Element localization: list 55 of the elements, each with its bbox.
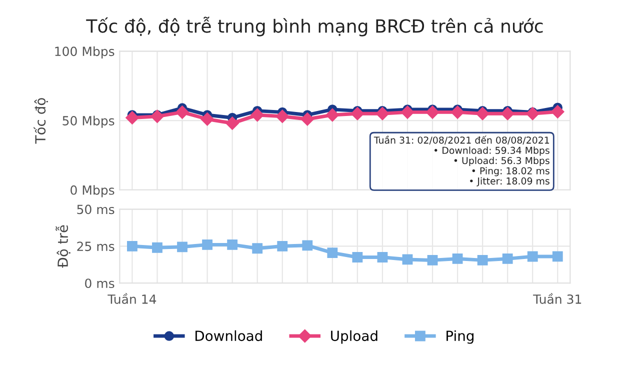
point xyxy=(526,107,540,120)
y-tick-label: 100 Mbps xyxy=(55,46,114,59)
y-tick-label: 25 ms xyxy=(77,242,114,252)
point xyxy=(402,254,413,265)
point xyxy=(202,239,212,250)
point xyxy=(377,252,388,262)
point xyxy=(226,116,239,130)
point xyxy=(426,106,440,119)
point xyxy=(501,107,514,120)
y-tick-label: 50 ms xyxy=(77,204,114,214)
point xyxy=(150,110,164,123)
point xyxy=(177,242,188,252)
point xyxy=(277,240,288,252)
point xyxy=(200,112,214,126)
legend-label: Download xyxy=(196,330,262,342)
point xyxy=(427,254,438,266)
point xyxy=(176,106,189,119)
point xyxy=(227,239,238,250)
point xyxy=(250,108,264,122)
point xyxy=(152,242,162,253)
point xyxy=(452,254,463,264)
point xyxy=(476,107,490,120)
y-axis-title: Tốc độ xyxy=(34,98,48,144)
legend-label: Upload xyxy=(331,330,378,344)
x-tick-label: Tuần 14 xyxy=(108,293,156,304)
y-axis-title: Độ trễ xyxy=(56,225,70,268)
annotation: • Upload: 56.3 Mbps xyxy=(454,156,550,166)
point xyxy=(352,252,363,262)
point xyxy=(552,251,563,262)
annotation: • Ping: 18.02 ms xyxy=(472,167,550,176)
point xyxy=(126,111,139,124)
point xyxy=(300,112,314,126)
point xyxy=(450,106,464,119)
point xyxy=(400,106,414,119)
point xyxy=(376,107,390,120)
chart-title: Tốc độ, độ trễ trung bình mạng BRCĐ trên cả nước xyxy=(86,16,543,36)
point xyxy=(302,240,313,251)
y-tick-label: 0 Mbps xyxy=(70,185,114,198)
point xyxy=(477,254,488,266)
x-tick-label: Tuần 31 xyxy=(533,293,582,304)
annotation: • Jitter: 18.09 ms xyxy=(470,177,550,186)
annotation: • Download: 59.34 Mbps xyxy=(434,146,550,156)
y-tick-label: 0 ms xyxy=(85,278,114,288)
legend-label: Ping xyxy=(446,330,474,344)
y-tick-label: 50 Mbps xyxy=(62,116,114,128)
point xyxy=(276,110,289,123)
point xyxy=(350,107,364,120)
point xyxy=(327,248,338,258)
point xyxy=(502,254,513,264)
point xyxy=(127,240,138,252)
annotation: Tuần 31: 02/08/2021 đến 08/08/2021 xyxy=(374,136,550,144)
point xyxy=(527,251,538,262)
point xyxy=(551,105,564,118)
point xyxy=(326,108,339,122)
point xyxy=(252,243,263,254)
